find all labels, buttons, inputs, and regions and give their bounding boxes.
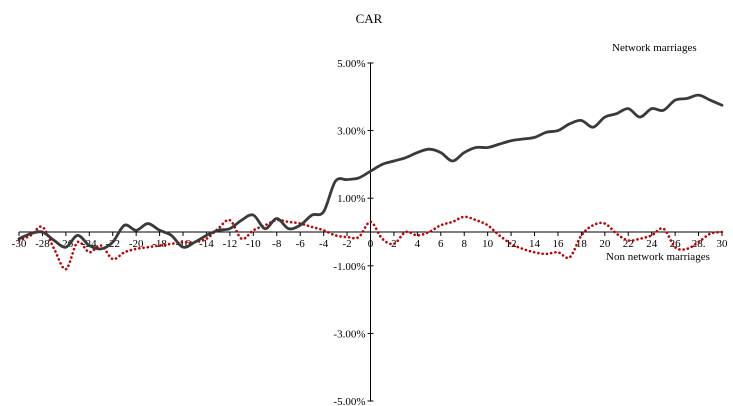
legend-label-network-marriages: Network marriages	[612, 42, 697, 54]
x-tick-label: -4	[319, 238, 329, 250]
x-tick-label: -20	[129, 238, 144, 250]
x-tick-label: -6	[296, 238, 306, 250]
series-line-network-marriages	[17, 93, 724, 251]
x-tick-label: 24	[646, 238, 658, 250]
legend-label-non-network-marriages: Non network marriages	[606, 251, 710, 263]
series-layer	[17, 93, 724, 271]
x-tick-label: 28.	[692, 238, 706, 250]
y-tick-label: -1.00%	[333, 261, 365, 273]
x-tick-label: 20	[599, 238, 611, 250]
y-tick-label: -3.00%	[333, 328, 365, 340]
x-tick-label: -28	[35, 238, 50, 250]
x-tick-label: -2	[342, 238, 351, 250]
x-tick-label: 30	[717, 238, 729, 250]
x-tick-label: 10	[482, 238, 494, 250]
series-line-non-network-marriages	[17, 215, 724, 271]
x-tick-label: 26	[670, 238, 682, 250]
y-tick-label: 1.00%	[337, 193, 365, 205]
x-tick-label: 14	[529, 238, 541, 250]
x-tick-label: -30	[12, 238, 27, 250]
y-tick-label: 3.00%	[337, 126, 365, 138]
x-tick-label: 4	[415, 238, 421, 250]
x-tick-label: 16	[552, 238, 564, 250]
x-tick-label: -8	[272, 238, 282, 250]
x-tick-label: 8	[461, 238, 467, 250]
y-tick-label: 5.00%	[337, 58, 365, 70]
x-tick-label: 6	[438, 238, 444, 250]
x-tick-label: 18	[576, 238, 588, 250]
y-tick-label: -5.00%	[333, 396, 365, 406]
x-tick-label: -12	[223, 238, 238, 250]
chart-title: CAR	[356, 11, 383, 26]
x-tick-label: -10	[246, 238, 261, 250]
y-axis: -5.00% -3.00% -1.00% 1.00% 3.00% 5.00%	[333, 58, 374, 406]
x-tick-label: 0	[368, 238, 374, 250]
x-tick-label: 22	[623, 238, 634, 250]
